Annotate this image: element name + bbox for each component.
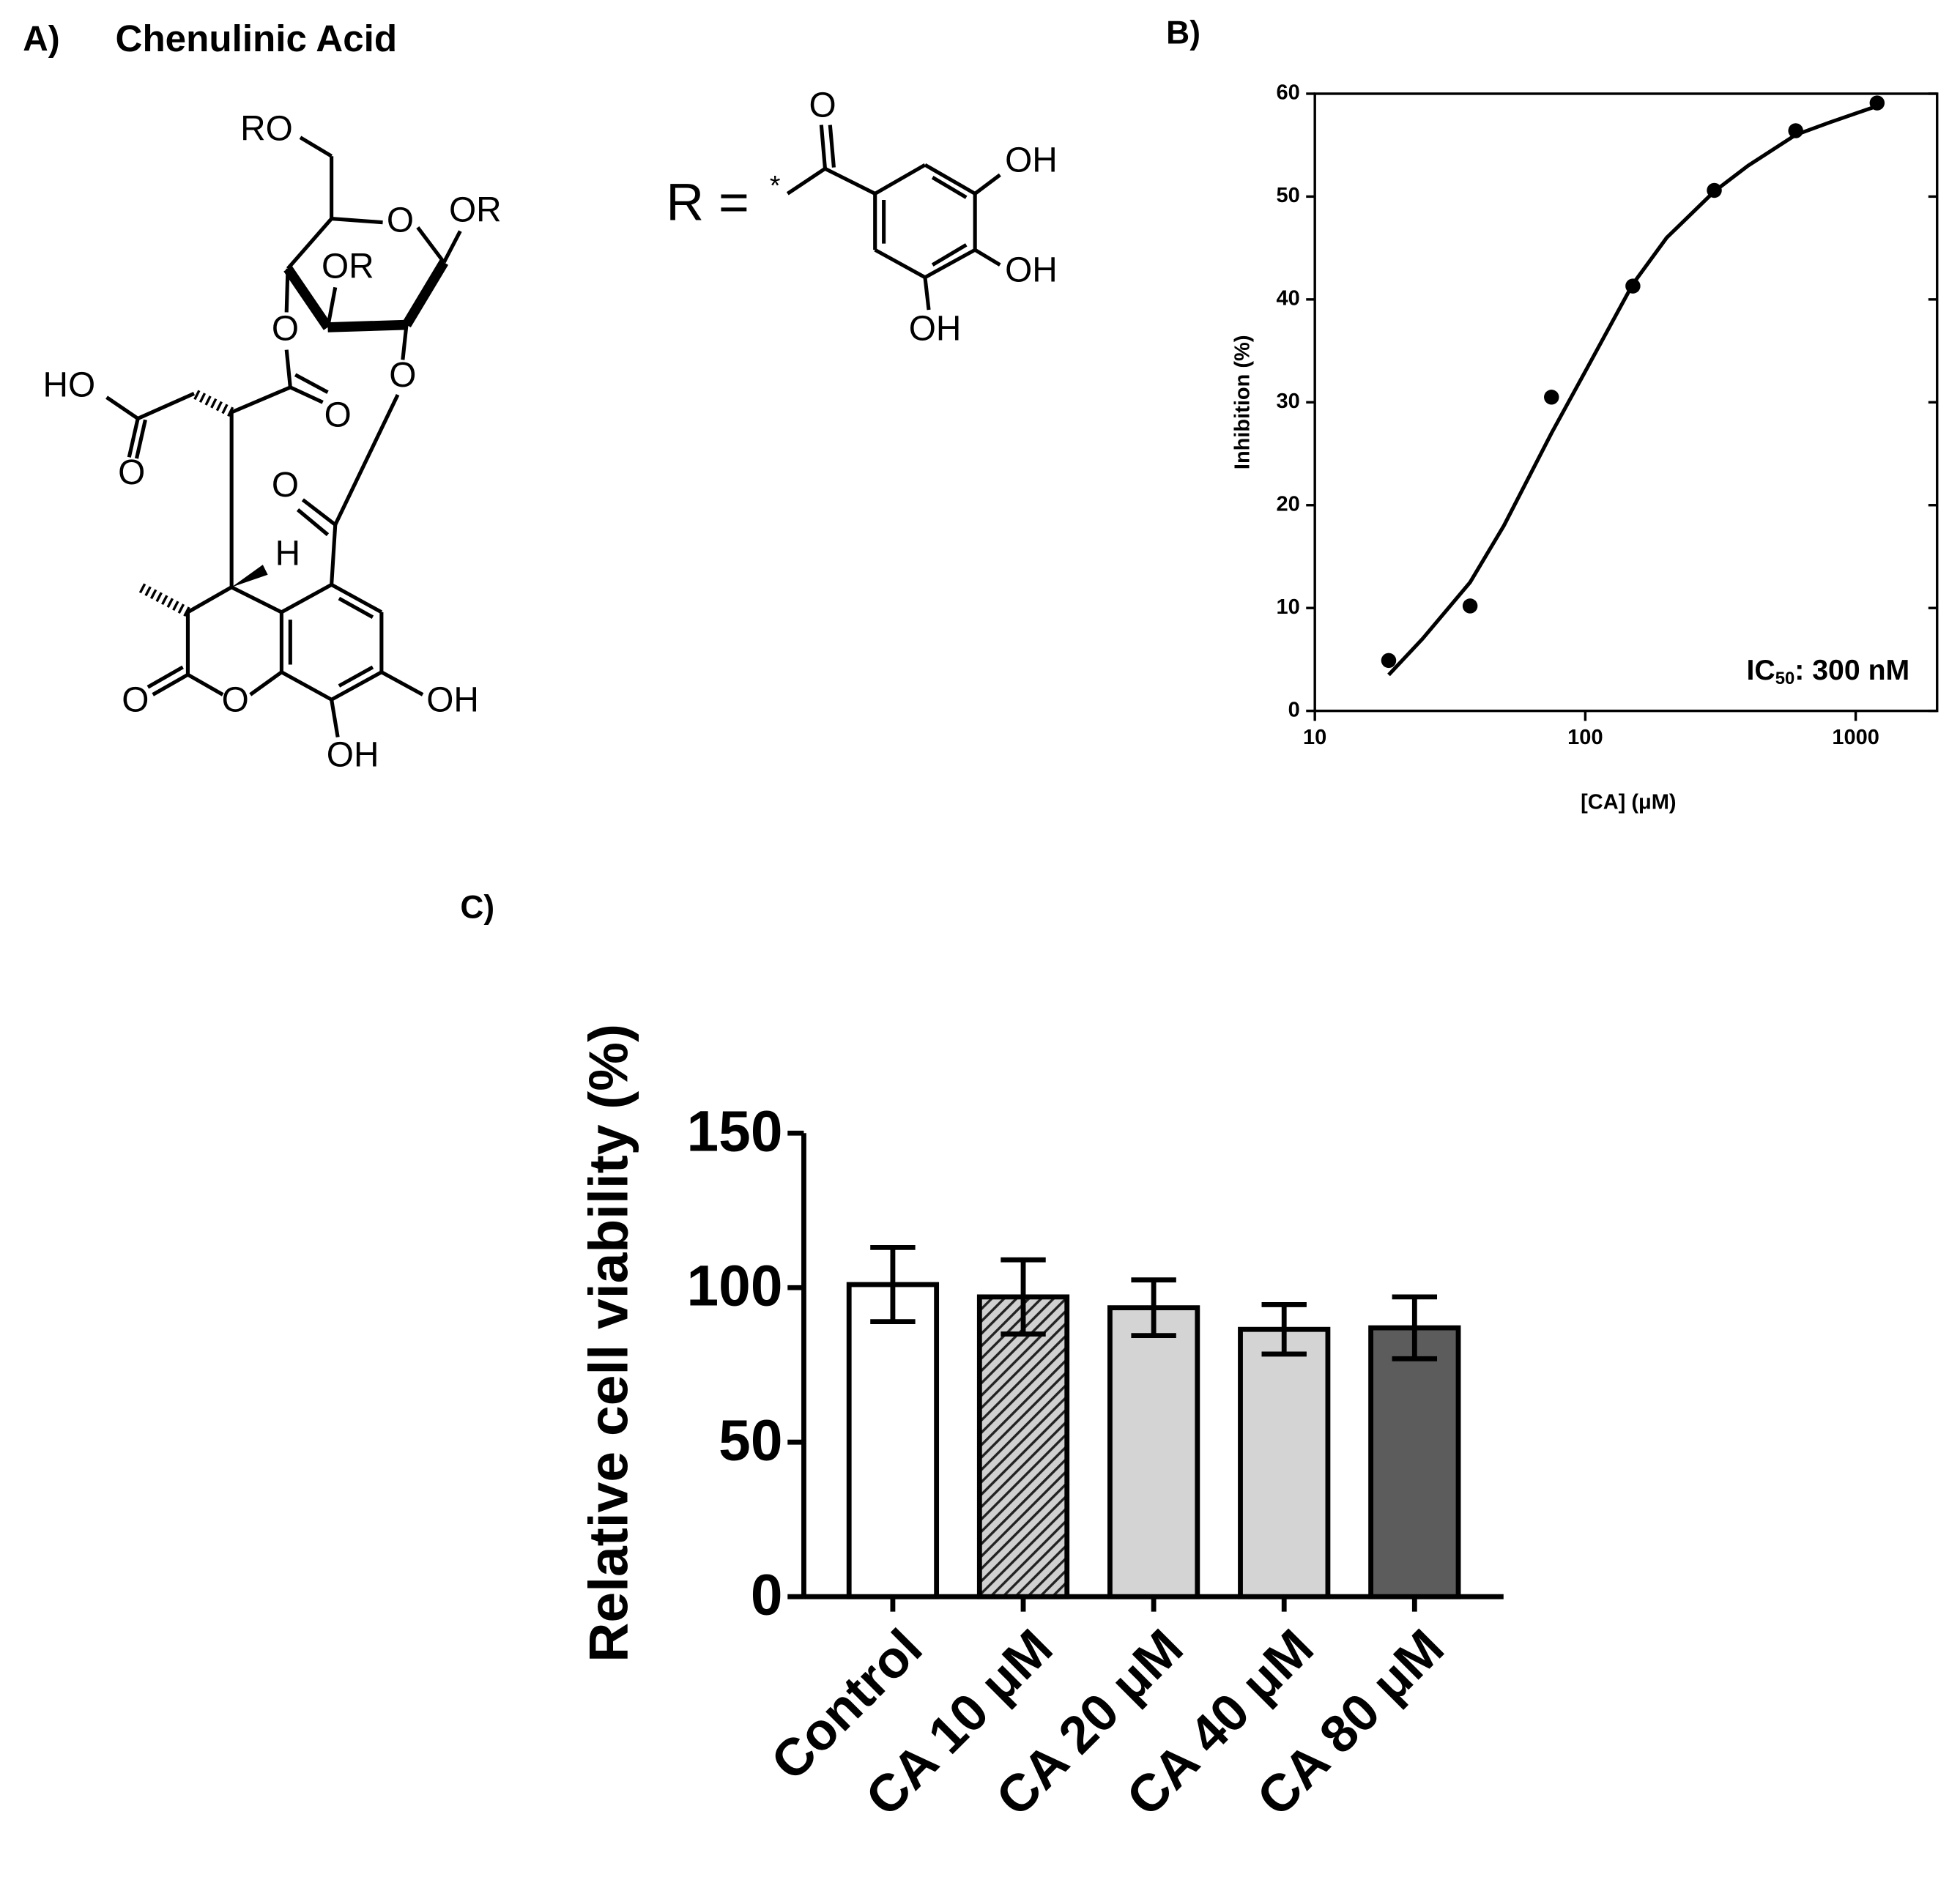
annotation-suffix: : 300 nM (1794, 654, 1909, 686)
atom-label: * (770, 170, 781, 201)
atom-label: O (272, 466, 299, 505)
atom-label: OR (449, 191, 502, 230)
atom-label: OH (1005, 251, 1058, 290)
atom-label: O (389, 356, 416, 395)
atom-label: O (222, 680, 249, 719)
atom-label: OH (327, 735, 379, 774)
atom-label: OH (909, 310, 962, 349)
bar (976, 1294, 1070, 1599)
bar (1107, 1305, 1200, 1599)
x-tick-label: 1000 (1832, 726, 1879, 749)
data-point (1462, 598, 1478, 614)
annotation-subscript: 50 (1775, 669, 1795, 688)
y-axis-label: Inhibition (%) (1231, 335, 1255, 469)
y-tick-label: 50 (1276, 184, 1299, 207)
annotation: IC50: 300 nM (1747, 654, 1910, 688)
plot-frame (1313, 92, 1939, 713)
y-tick-label: 50 (719, 1408, 782, 1472)
y-tick-label: 150 (687, 1099, 783, 1163)
annotation-text: IC (1747, 654, 1775, 686)
data-point (1544, 390, 1559, 405)
x-tick-label: 10 (1303, 726, 1326, 749)
structure-title: Chenulinic Acid (116, 18, 398, 59)
atom-label: O (122, 680, 149, 719)
y-tick-label: 0 (751, 1562, 783, 1627)
bar (1368, 1325, 1461, 1599)
x-axis-label: [CA] (μM) (1581, 791, 1676, 814)
y-tick-label: 60 (1276, 81, 1299, 105)
atom-label: OR (322, 247, 374, 286)
atom-label: O (387, 201, 414, 239)
atom-label: O (272, 310, 299, 349)
atom-label: RO (240, 110, 293, 149)
atom-label: OH (426, 680, 479, 719)
y-tick-label: 20 (1276, 492, 1299, 516)
panel-label: C) (460, 890, 494, 926)
y-tick-label: 0 (1288, 698, 1300, 721)
atom-label: R = (666, 173, 749, 231)
y-tick-label: 10 (1276, 595, 1299, 619)
atom-label: HO (43, 365, 96, 404)
bar (846, 1282, 940, 1599)
y-tick-label: 100 (687, 1253, 783, 1318)
atom-label: O (118, 453, 145, 492)
y-tick-label: 40 (1276, 287, 1299, 311)
y-axis-label: Relative cell viability (%) (577, 1024, 639, 1662)
structure: RO O OR OR O O HO O O O H O O OH OH R = … (43, 86, 1058, 774)
panel-label: B) (1166, 15, 1200, 51)
bar (1238, 1326, 1331, 1599)
data-point (1381, 653, 1397, 669)
atom-label: OH (1005, 141, 1058, 179)
atom-label: O (324, 395, 352, 434)
fit-curve (1387, 104, 1878, 677)
panel-label: A) (23, 20, 59, 59)
atom-label: O (809, 86, 836, 125)
y-tick-label: 30 (1276, 390, 1299, 413)
atom-label: H (275, 535, 300, 573)
x-tick-label: 100 (1567, 726, 1603, 749)
